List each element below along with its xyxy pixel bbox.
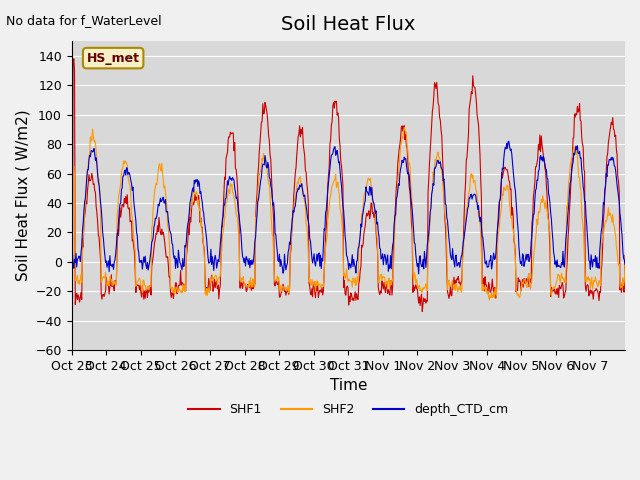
depth_CTD_cm xyxy=(234,209,242,215)
depth_CTD_cm xyxy=(621,261,629,267)
SHF1 xyxy=(235,213,243,219)
depth_CTD_cm xyxy=(406,173,413,179)
depth_CTD_cm xyxy=(283,263,291,268)
depth_CTD_cm xyxy=(68,256,76,262)
SHF2 xyxy=(132,280,140,286)
SHF2 xyxy=(406,163,414,169)
SHF2 xyxy=(437,165,445,170)
Line: SHF2: SHF2 xyxy=(72,127,625,300)
SHF2 xyxy=(234,229,242,235)
depth_CTD_cm xyxy=(415,271,422,277)
SHF1 xyxy=(262,107,270,112)
SHF1 xyxy=(438,133,445,139)
SHF1 xyxy=(70,56,77,61)
depth_CTD_cm xyxy=(132,229,140,235)
SHF2 xyxy=(283,288,291,294)
Y-axis label: Soil Heat Flux ( W/m2): Soil Heat Flux ( W/m2) xyxy=(15,110,30,281)
SHF2 xyxy=(68,273,76,279)
X-axis label: Time: Time xyxy=(330,378,367,393)
SHF2 xyxy=(401,124,408,130)
SHF1 xyxy=(621,252,629,258)
SHF1 xyxy=(406,190,414,195)
Line: SHF1: SHF1 xyxy=(72,59,625,312)
SHF2 xyxy=(621,261,629,267)
SHF2 xyxy=(262,158,269,164)
Title: Soil Heat Flux: Soil Heat Flux xyxy=(281,15,415,34)
depth_CTD_cm xyxy=(505,138,513,144)
depth_CTD_cm xyxy=(437,164,445,170)
Text: No data for f_WaterLevel: No data for f_WaterLevel xyxy=(6,14,162,27)
SHF1 xyxy=(419,309,426,314)
SHF2 xyxy=(486,297,493,303)
Text: HS_met: HS_met xyxy=(86,52,140,65)
depth_CTD_cm xyxy=(262,158,269,164)
SHF1 xyxy=(68,295,76,300)
Line: depth_CTD_cm: depth_CTD_cm xyxy=(72,141,625,274)
SHF1 xyxy=(134,282,141,288)
SHF1 xyxy=(284,289,291,295)
Legend: SHF1, SHF2, depth_CTD_cm: SHF1, SHF2, depth_CTD_cm xyxy=(183,398,513,421)
